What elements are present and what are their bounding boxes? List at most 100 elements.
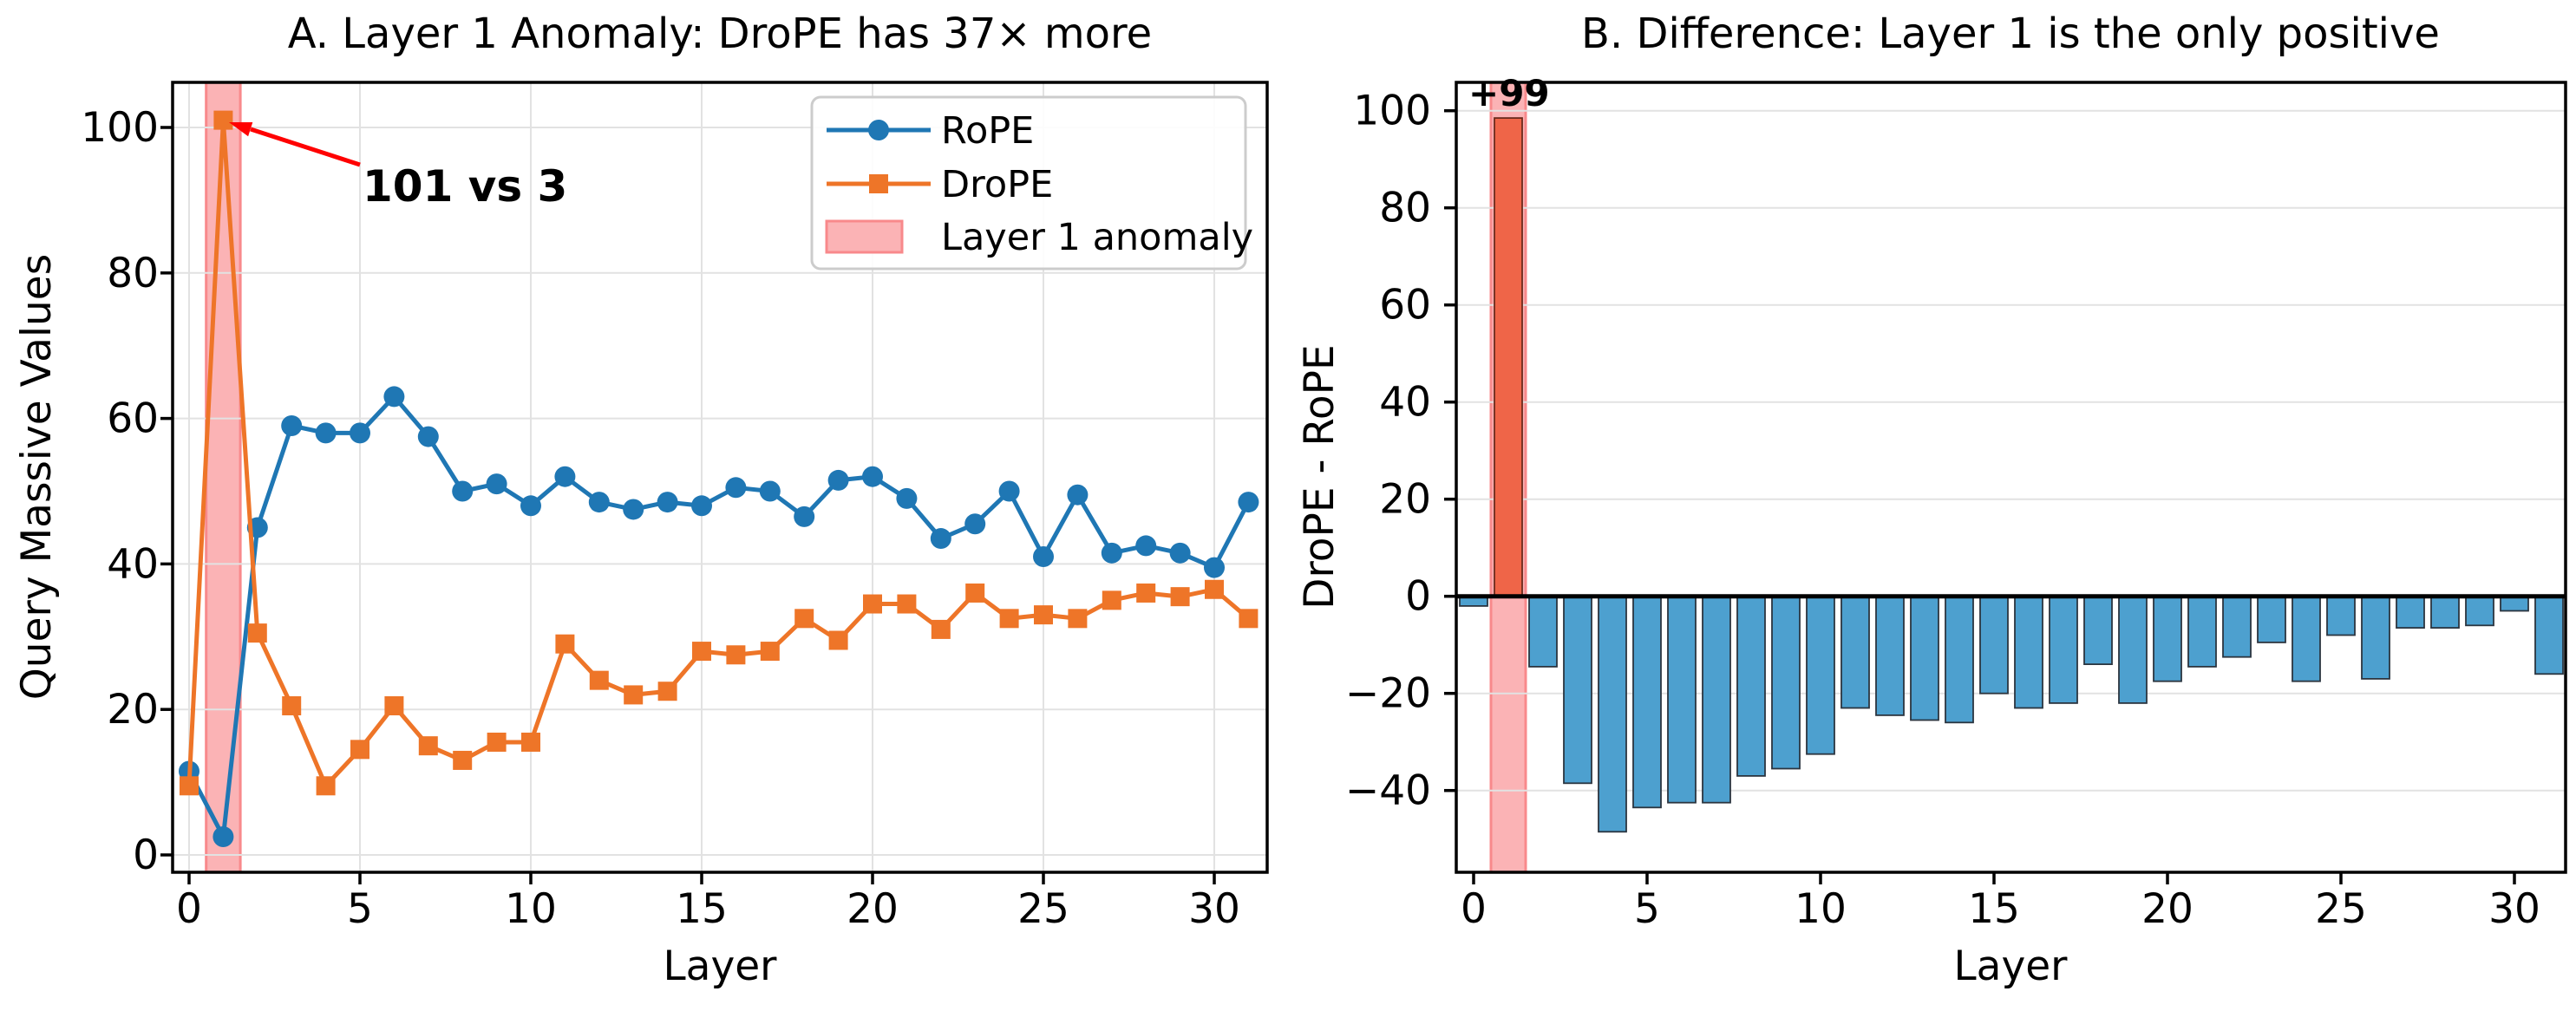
diff-bar bbox=[1875, 595, 1905, 716]
rope-marker bbox=[896, 487, 918, 509]
rope-marker bbox=[315, 422, 337, 444]
rope-marker bbox=[759, 480, 781, 502]
y-tick-label: 60 bbox=[1379, 282, 1431, 329]
rope-marker bbox=[1238, 492, 1259, 513]
drope-marker bbox=[828, 630, 848, 650]
annotation-arrow-head bbox=[229, 122, 253, 137]
rope-marker bbox=[350, 422, 370, 444]
diff-bar bbox=[2153, 595, 2182, 682]
drope-marker bbox=[624, 685, 644, 705]
rope-marker bbox=[486, 473, 507, 495]
drope-marker bbox=[589, 670, 609, 690]
diff-bar bbox=[1528, 595, 1558, 668]
panel-b-xlabel: Layer bbox=[1953, 943, 2068, 990]
y-tick-label: 80 bbox=[107, 250, 159, 297]
x-tick-label: 5 bbox=[1634, 885, 1660, 933]
x-tick-label: 10 bbox=[505, 885, 557, 933]
diff-bar bbox=[1736, 595, 1766, 777]
axes-spines bbox=[1455, 81, 2567, 874]
diff-bar-positive bbox=[1494, 117, 1523, 597]
drope-marker bbox=[247, 623, 267, 643]
diff-bar bbox=[2396, 595, 2425, 629]
y-tick-label: 40 bbox=[107, 540, 159, 588]
annotation-101-vs-3: 101 vs 3 bbox=[363, 161, 567, 212]
diff-bar bbox=[1667, 595, 1697, 804]
diff-bar bbox=[1945, 595, 1974, 724]
diff-bar bbox=[2118, 595, 2148, 704]
rope-marker bbox=[964, 513, 986, 535]
drope-marker bbox=[282, 696, 302, 716]
diff-bar bbox=[2534, 595, 2564, 675]
rope-marker bbox=[998, 480, 1020, 502]
drope-marker bbox=[1034, 605, 1053, 625]
rope-marker bbox=[827, 469, 849, 491]
y-tick-label: −20 bbox=[1345, 670, 1431, 718]
diff-bar bbox=[2465, 595, 2494, 627]
diff-bar bbox=[1806, 595, 1835, 755]
annotation-plus-99: +99 bbox=[1468, 72, 1550, 114]
drope-marker bbox=[897, 594, 917, 614]
panel-a-annotation: 101 vs 3 bbox=[229, 122, 567, 212]
x-tick-label: 15 bbox=[676, 885, 728, 933]
legend-anomaly-label: Layer 1 anomaly bbox=[941, 216, 1253, 259]
panel-b-title: B. Difference: Layer 1 is the only posit… bbox=[1581, 10, 2440, 58]
diff-bar bbox=[2292, 595, 2321, 682]
rope-marker bbox=[520, 495, 541, 517]
rope-marker bbox=[794, 506, 815, 527]
legend-rope-label: RoPE bbox=[941, 109, 1034, 153]
annotation-arrow-line bbox=[250, 127, 361, 167]
diff-bar bbox=[1598, 595, 1627, 833]
drope-marker bbox=[726, 645, 746, 665]
rope-marker bbox=[1101, 542, 1122, 564]
drope-marker bbox=[213, 110, 233, 130]
drope-marker bbox=[692, 642, 711, 662]
diff-bar bbox=[2257, 595, 2286, 643]
rope-marker bbox=[1169, 542, 1191, 564]
y-tick-label: 20 bbox=[107, 686, 159, 734]
diff-bar bbox=[2326, 595, 2356, 636]
rope-marker bbox=[657, 492, 678, 513]
rope-marker bbox=[1204, 557, 1225, 578]
x-tick-label: 30 bbox=[1188, 885, 1240, 933]
drope-marker bbox=[863, 594, 882, 614]
y-tick-label: 100 bbox=[81, 104, 159, 152]
drope-marker bbox=[965, 583, 985, 603]
diff-bar bbox=[2187, 595, 2217, 668]
drope-marker bbox=[453, 750, 473, 770]
diff-bar bbox=[1563, 595, 1592, 785]
diff-bar bbox=[2500, 595, 2529, 612]
x-tick-label: 25 bbox=[1017, 885, 1069, 933]
drope-marker bbox=[931, 619, 951, 639]
diff-bar bbox=[2222, 595, 2252, 658]
y-tick-label: 80 bbox=[1379, 185, 1431, 232]
diff-bar bbox=[1979, 595, 2009, 695]
panel-b-ylabel: DroPE - RoPE bbox=[1296, 344, 1344, 609]
y-tick-label: 0 bbox=[1405, 573, 1431, 621]
drope-marker bbox=[1136, 583, 1156, 603]
panel-a-xlabel: Layer bbox=[663, 943, 777, 990]
diff-bar bbox=[2049, 595, 2078, 704]
rope-marker bbox=[383, 386, 405, 408]
rope-marker bbox=[623, 499, 644, 520]
legend-anomaly-patch-icon bbox=[825, 219, 904, 254]
drope-marker bbox=[316, 776, 336, 796]
rope-marker bbox=[1067, 484, 1089, 506]
rope-marker bbox=[554, 466, 576, 487]
rope-marker bbox=[452, 480, 474, 502]
drope-marker bbox=[999, 609, 1019, 629]
legend-drope-label: DroPE bbox=[941, 163, 1053, 206]
drope-marker bbox=[760, 642, 780, 662]
diff-bar bbox=[2430, 595, 2460, 629]
drope-marker bbox=[657, 682, 677, 701]
diff-bar bbox=[1632, 595, 1662, 809]
drope-marker bbox=[521, 732, 540, 752]
drope-marker bbox=[180, 776, 199, 796]
drope-marker bbox=[350, 740, 369, 760]
x-tick-label: 5 bbox=[347, 885, 373, 933]
panel-a-line-chart: 0 5 10 15 20 25 30 0 20 40 60 80 100 bbox=[81, 81, 1269, 933]
rope-marker bbox=[725, 477, 747, 499]
rope-marker bbox=[930, 528, 951, 550]
x-tick-label: 0 bbox=[176, 885, 202, 933]
diff-bar bbox=[1771, 595, 1801, 770]
